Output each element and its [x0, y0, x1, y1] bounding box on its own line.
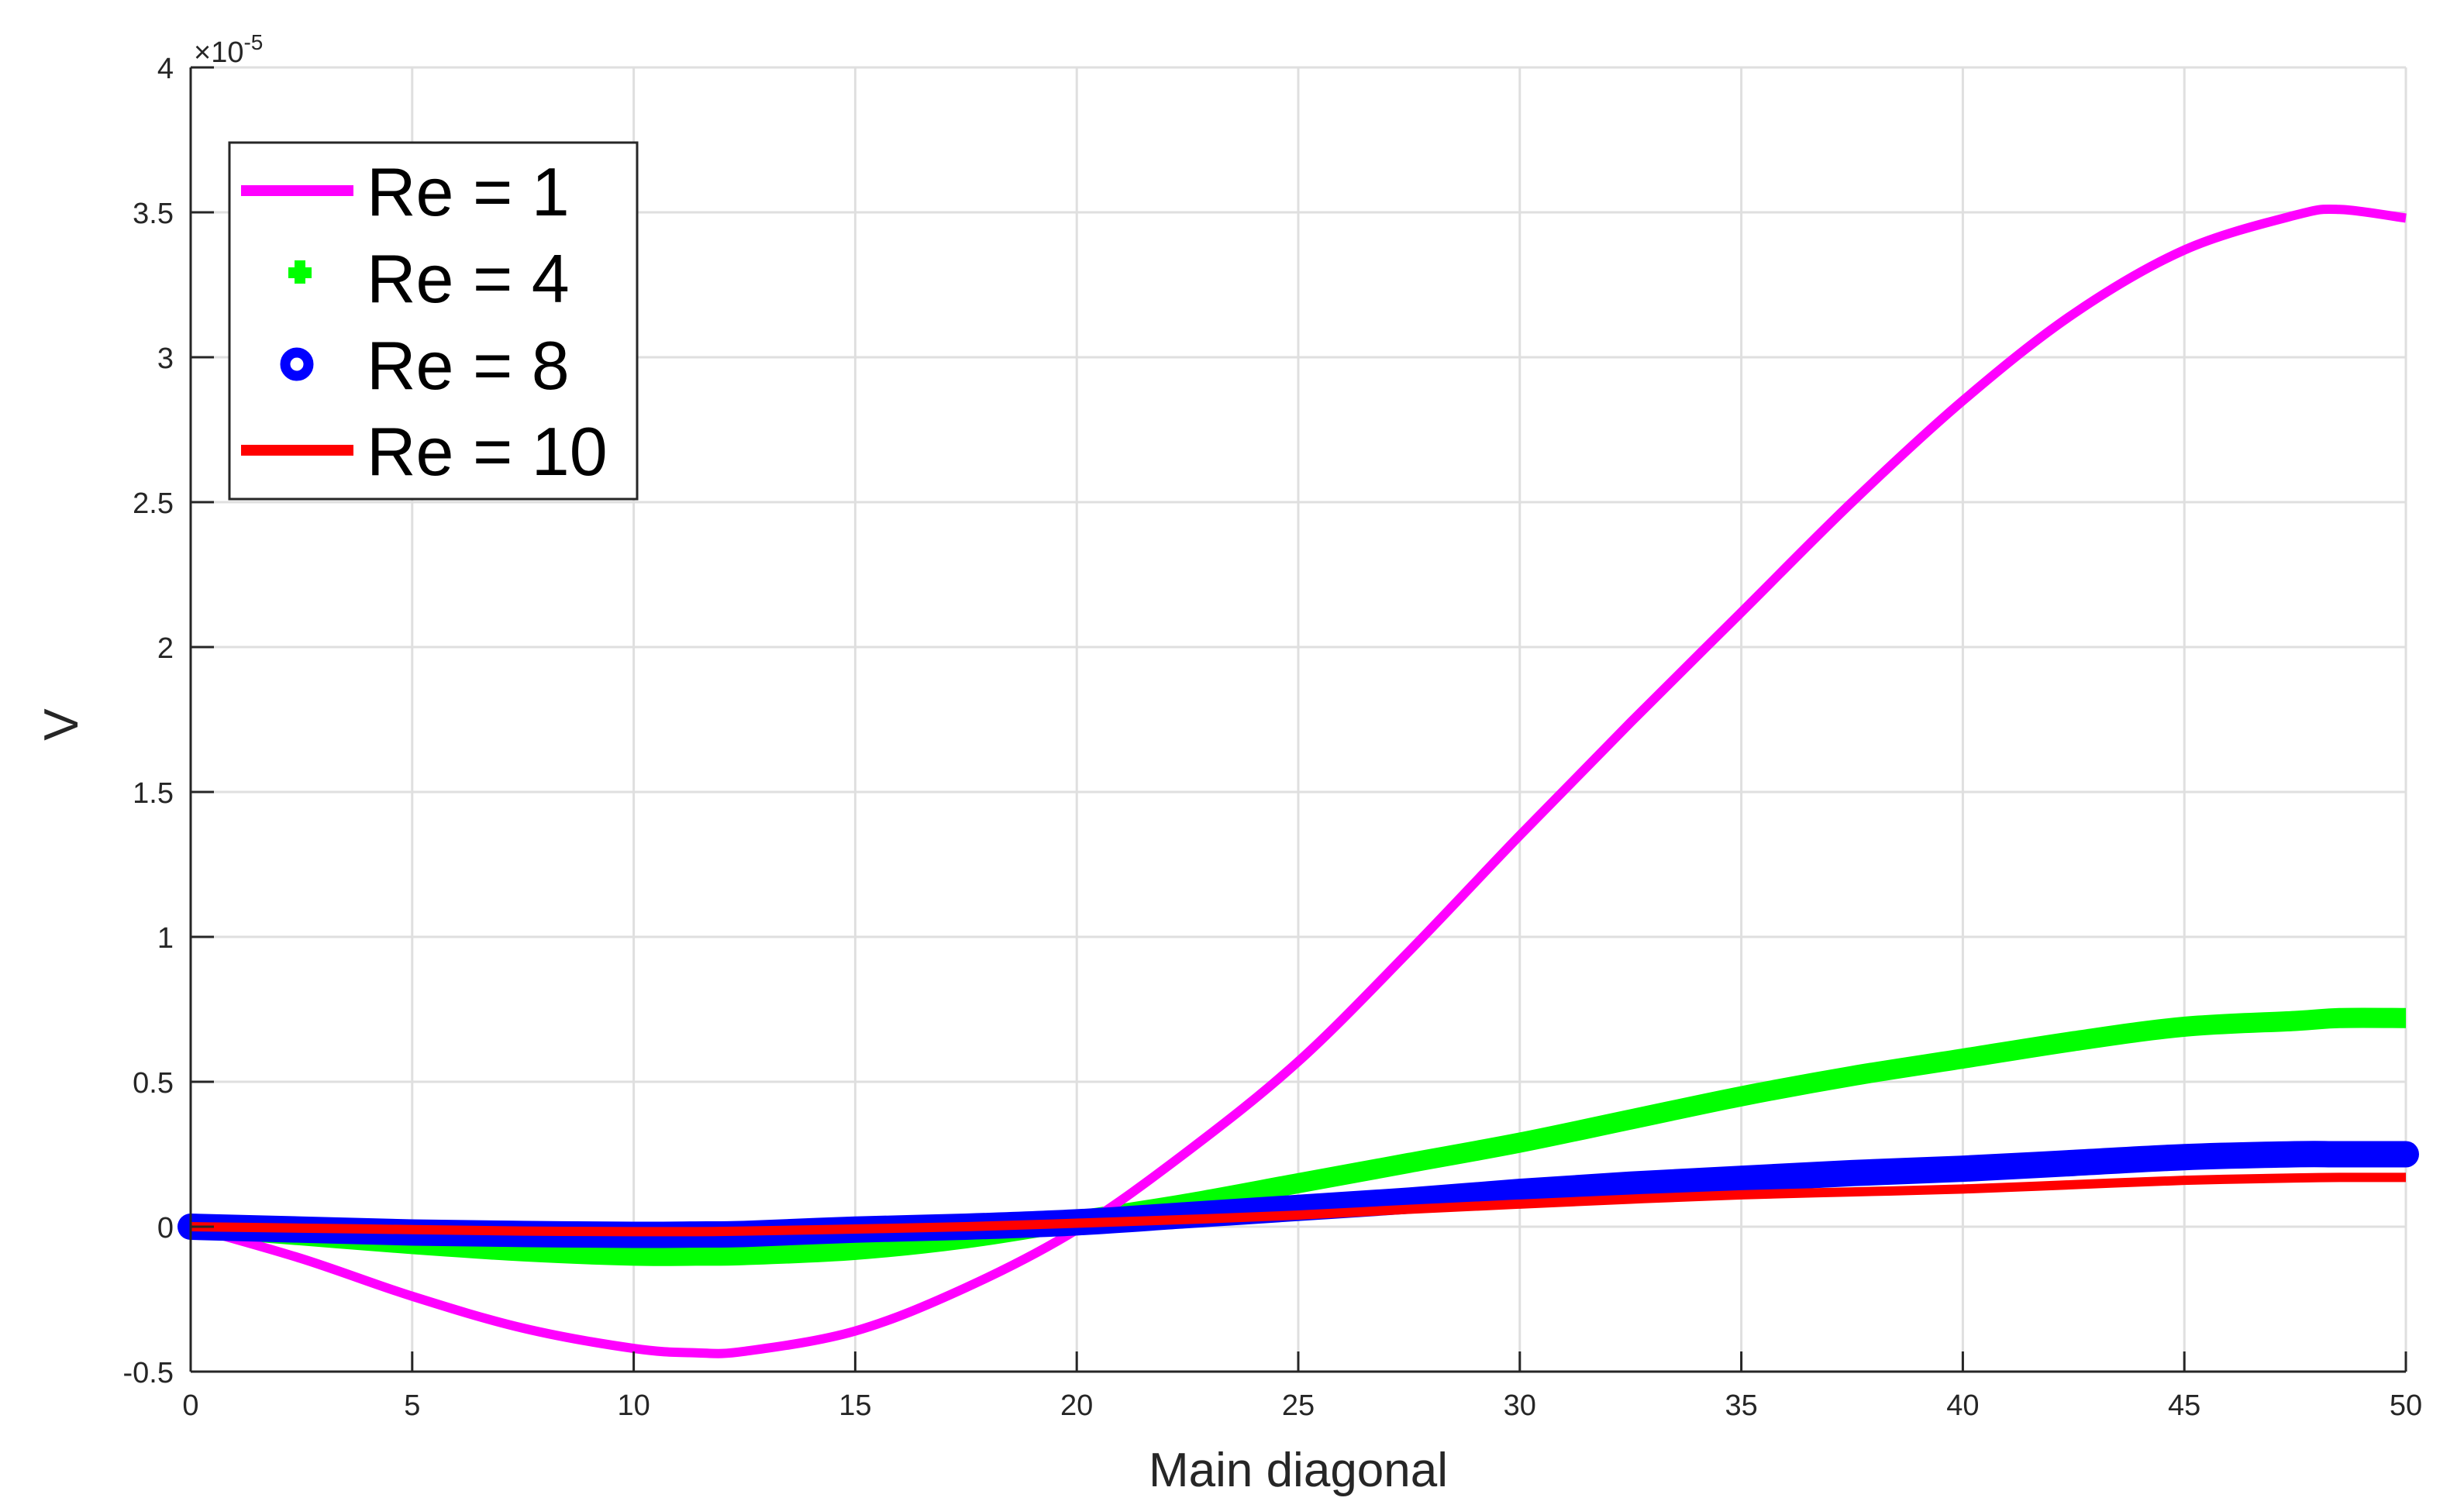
y-tick-label: 0.5: [133, 1067, 174, 1100]
x-tick-label: 40: [1946, 1389, 1979, 1422]
series-re-4: [189, 1007, 2407, 1266]
y-axis-ticks: -0.5 0 0.5 1 1.5 2 2.5 3 3.5 4: [123, 53, 214, 1389]
legend-plus-marker-icon: [288, 260, 312, 284]
y-tick-label: -0.5: [123, 1357, 174, 1389]
y-exponent-label: ×10-5: [194, 30, 263, 69]
legend-label: Re = 1: [367, 153, 570, 230]
series-re-10: [190, 1172, 2407, 1237]
x-tick-label: 5: [404, 1389, 420, 1422]
legend-item-re-8: Re = 8: [280, 327, 570, 404]
y-tick-label: 4: [157, 53, 174, 85]
y-tick-label: 0: [157, 1212, 174, 1245]
y-tick-label: 1.5: [133, 777, 174, 810]
x-tick-label: 35: [1725, 1389, 1757, 1422]
series-re-1: [189, 204, 2407, 1358]
legend-item-re-10: Re = 10: [241, 413, 608, 490]
y-tick-label: 1: [157, 922, 174, 955]
x-axis-ticks: 0 5 10 15 20 25 30 35 40 45 50: [182, 1351, 2422, 1422]
legend: Re = 1 Re = 4 Re = 8 Re = 10: [228, 141, 639, 501]
legend-box: [228, 141, 639, 501]
x-tick-label: 45: [2168, 1389, 2200, 1422]
y-tick-label: 3: [157, 343, 174, 375]
legend-item-re-4: Re = 4: [288, 240, 570, 317]
x-tick-label: 15: [839, 1389, 871, 1422]
x-tick-label: 50: [2390, 1389, 2422, 1422]
y-tick-label: 2.5: [133, 487, 174, 520]
y-axis-label: V: [35, 708, 88, 741]
x-tick-label: 0: [182, 1389, 198, 1422]
x-tick-label: 25: [1282, 1389, 1315, 1422]
x-tick-label: 20: [1060, 1389, 1093, 1422]
x-tick-label: 30: [1504, 1389, 1536, 1422]
legend-label: Re = 10: [367, 413, 608, 490]
y-tick-label: 3.5: [133, 198, 174, 230]
x-axis-label: Main diagonal: [1149, 1444, 1448, 1497]
legend-circle-marker-icon: [280, 347, 314, 381]
x-tick-label: 10: [617, 1389, 650, 1422]
legend-item-re-1: Re = 1: [241, 153, 570, 230]
y-tick-label: 2: [157, 632, 174, 665]
plot-series: [177, 204, 2419, 1358]
legend-label: Re = 8: [367, 327, 570, 404]
legend-label: Re = 4: [367, 240, 570, 317]
